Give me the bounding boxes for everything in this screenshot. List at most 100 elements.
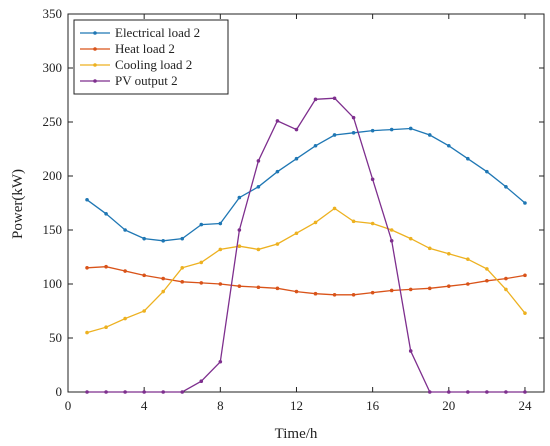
data-point <box>199 222 204 227</box>
data-point <box>466 156 470 161</box>
data-point <box>294 127 299 132</box>
series-electrical-load-2 <box>85 126 527 243</box>
data-point <box>351 115 356 120</box>
data-point <box>256 285 261 290</box>
legend-box <box>73 19 229 95</box>
data-point <box>123 269 127 273</box>
y-tick-label: 350 <box>43 6 63 21</box>
data-point <box>427 133 432 137</box>
data-point <box>370 290 375 295</box>
data-point <box>275 286 280 291</box>
data-point <box>256 159 261 163</box>
data-point <box>447 390 451 394</box>
plot-frame <box>67 13 545 393</box>
y-axis: 0 50 100 150 200 250 300 350 <box>43 6 544 399</box>
x-axis: 0 4 8 12 16 20 24 <box>65 14 532 413</box>
legend-label: Heat load 2 <box>115 41 175 56</box>
data-point <box>313 143 318 148</box>
data-point <box>351 219 356 224</box>
data-point <box>275 119 280 123</box>
y-axis-label: Power(kW) <box>10 169 26 239</box>
data-point <box>408 349 413 353</box>
series-layer <box>85 96 527 394</box>
data-point <box>351 131 356 135</box>
data-point <box>447 284 451 288</box>
data-point <box>294 289 299 294</box>
data-point <box>523 201 527 205</box>
series-line <box>87 97 525 393</box>
x-tick-label: 20 <box>442 398 455 413</box>
legend-marker <box>93 31 97 35</box>
data-point <box>313 97 318 102</box>
data-point <box>332 206 337 211</box>
legend-label: Cooling load 2 <box>115 57 192 72</box>
series-pv-output-2 <box>85 96 527 394</box>
x-tick-label: 24 <box>518 398 532 413</box>
data-point <box>142 273 146 278</box>
data-point <box>104 212 108 216</box>
data-point <box>447 143 451 148</box>
y-tick-label: 50 <box>49 330 62 345</box>
series-line <box>86 266 526 296</box>
data-point <box>275 242 280 246</box>
series-cooling-load-2 <box>85 206 527 335</box>
data-point <box>256 185 261 189</box>
data-point <box>180 390 185 394</box>
data-point <box>504 276 508 281</box>
data-point <box>485 267 489 271</box>
data-point <box>218 247 223 252</box>
legend-item: PV output 2 <box>80 73 178 88</box>
data-point <box>485 278 489 283</box>
data-point <box>85 266 89 270</box>
data-point <box>142 309 146 313</box>
data-point <box>199 281 204 285</box>
data-point <box>332 96 337 101</box>
data-point <box>427 246 432 251</box>
x-axis-label: Time/h <box>275 426 318 442</box>
legend-marker <box>93 79 97 83</box>
data-point <box>237 195 242 200</box>
data-point <box>466 257 470 261</box>
data-point <box>389 288 394 293</box>
data-point <box>237 284 242 288</box>
data-point <box>485 390 489 394</box>
data-point <box>85 390 89 394</box>
y-tick-label: 150 <box>43 222 63 237</box>
data-point <box>408 287 413 292</box>
data-point <box>370 128 375 133</box>
data-point <box>504 390 508 394</box>
legend-marker <box>93 63 97 67</box>
legend-label: Electrical load 2 <box>115 25 200 40</box>
data-point <box>466 390 470 394</box>
data-point <box>199 260 204 265</box>
data-point <box>504 185 508 189</box>
data-point <box>523 273 527 278</box>
data-point <box>332 293 337 297</box>
legend-item: Heat load 2 <box>80 41 175 56</box>
data-point <box>161 390 165 394</box>
data-point <box>161 289 165 294</box>
data-point <box>389 228 394 232</box>
legend-item: Cooling load 2 <box>80 57 192 72</box>
data-point <box>408 236 413 241</box>
data-point <box>142 236 146 241</box>
data-point <box>332 133 337 137</box>
data-point <box>123 390 127 394</box>
x-tick-label: 12 <box>290 398 303 413</box>
y-tick-label: 100 <box>43 276 63 291</box>
data-point <box>218 359 223 364</box>
data-point <box>313 220 318 225</box>
data-point <box>256 247 261 252</box>
data-point <box>161 276 165 281</box>
data-point <box>485 169 489 174</box>
data-point <box>275 169 280 174</box>
data-point <box>218 221 223 226</box>
data-point <box>427 390 432 394</box>
data-point <box>104 390 108 394</box>
data-point <box>104 325 108 330</box>
data-point <box>408 126 413 131</box>
y-tick-label: 200 <box>43 168 63 183</box>
